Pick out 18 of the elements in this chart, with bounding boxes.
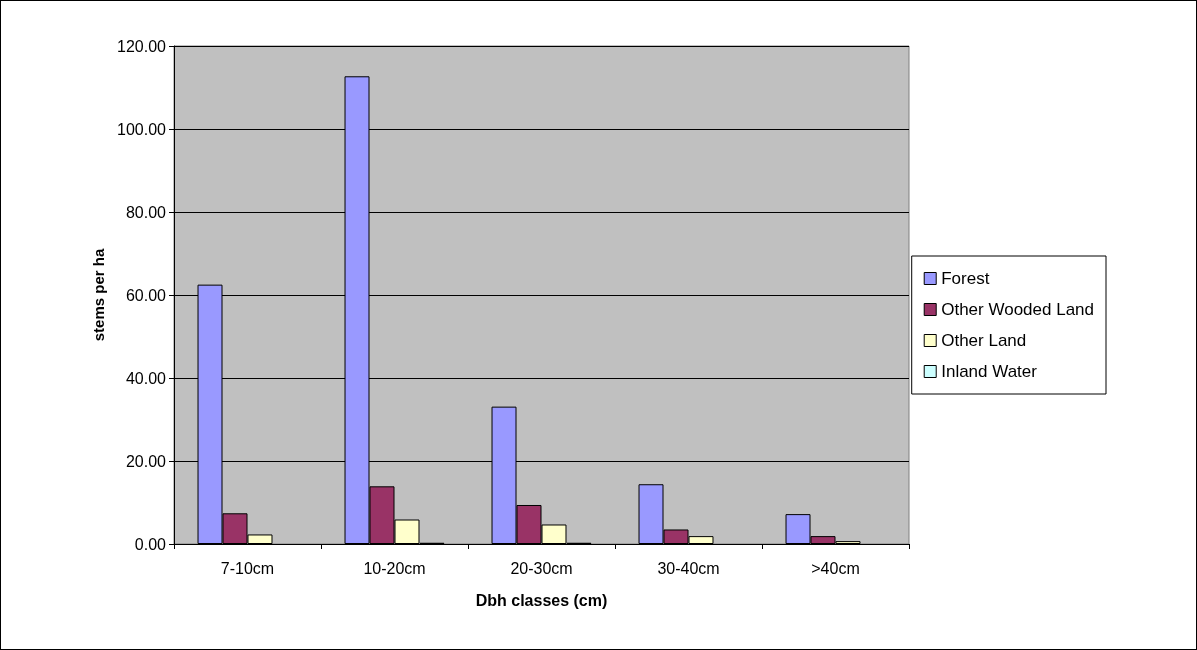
x-tick-label: 7-10cm <box>220 559 275 577</box>
x-tick-label: >40cm <box>811 559 860 577</box>
legend-label: Other Wooded Land <box>941 300 1094 319</box>
y-tick-label: 40.00 <box>125 369 167 387</box>
y-tick-label: 0.00 <box>134 535 167 553</box>
x-tick-label: 30-40cm <box>657 559 720 577</box>
x-axis-title: Dbh classes (cm) <box>475 591 608 609</box>
legend-label: Inland Water <box>941 362 1038 381</box>
x-tick-label: 10-20cm <box>363 559 426 577</box>
legend-label: Other Land <box>941 331 1027 350</box>
x-tick-label: 20-30cm <box>510 559 573 577</box>
y-tick-label: 60.00 <box>125 286 167 304</box>
y-tick-label: 120.00 <box>117 37 167 55</box>
legend-label: Forest <box>941 269 990 288</box>
y-axis-title: stems per ha <box>90 248 107 342</box>
y-tick-label: 20.00 <box>125 452 167 470</box>
y-tick-label: 80.00 <box>125 203 167 221</box>
y-tick-label: 100.00 <box>117 120 167 138</box>
